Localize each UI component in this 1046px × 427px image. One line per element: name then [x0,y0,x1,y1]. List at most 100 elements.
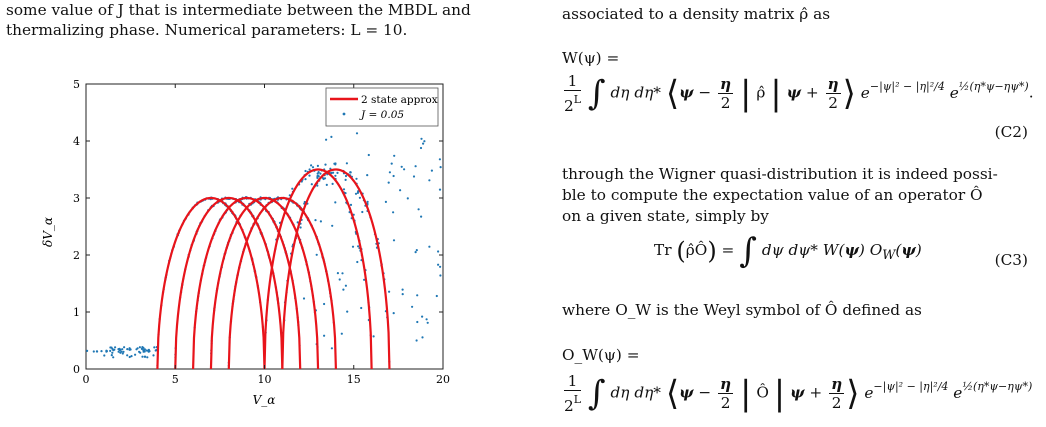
scatter-point [141,355,144,358]
scatter-point [387,181,390,184]
scatter-point [119,351,122,354]
scatter-point [92,350,95,353]
scatter-point [153,346,156,349]
eq-c3-tag: (C3) [994,251,1028,269]
scatter-point [319,220,322,223]
scatter-point [334,174,337,177]
scatter-point [296,221,299,224]
scatter-point [366,174,369,177]
scatter-point [439,166,442,169]
x-tick-label: 10 [258,373,272,386]
scatter-point [355,177,358,180]
scatter-point [316,176,319,179]
scatter-point [331,182,334,185]
scatter-point [96,350,99,353]
scatter-point [349,171,352,174]
y-tick-label: 3 [73,192,80,205]
scatter-point [86,349,89,352]
scatter-point [439,265,442,268]
scatter-point [325,138,328,141]
scatter-point [330,347,333,350]
scatter-point [366,200,369,203]
scatter-point [138,350,141,353]
scatter-point [356,191,359,194]
scatter-point [425,318,428,321]
scatter-point [142,346,145,349]
scatter-point [372,335,375,338]
scatter-point [323,334,326,337]
scatter-point [118,349,121,352]
scatter-point [311,166,315,169]
scatter-point [308,168,311,171]
scatter-point [316,164,319,167]
scatter-point [388,290,391,293]
scatter-point [110,354,113,357]
scatter-point [299,226,302,229]
scatter-point [100,350,103,353]
scatter-point [416,320,419,324]
plot-frame [85,83,444,370]
y-tick-label: 1 [73,306,80,319]
scatter-point [146,356,149,359]
scatter-point [420,215,423,218]
y-tick-label: 5 [73,78,80,91]
x-tick-label: 0 [83,373,90,386]
scatter-point [109,346,112,349]
scatter-point [423,140,426,143]
scatter-point [344,178,347,181]
scatter-point [291,187,294,190]
scatter-point [392,174,395,178]
scatter-point [437,250,440,253]
scatter-point [103,354,106,357]
scatter-point [400,165,403,168]
scatter-point [392,211,395,214]
scatter-point [341,272,344,275]
scatter-point [114,346,117,349]
scatter-point [437,263,440,266]
scatter-point [428,179,431,182]
scatter-point [324,163,327,166]
scatter-point [142,349,145,352]
axis-ticks: 0 5 10 15 20 0 1 2 3 4 5 [73,78,450,386]
scatter-point [304,178,307,181]
scatter-point [315,253,318,256]
scatter-point [138,346,141,349]
arc-curve [227,196,337,370]
scatter-point [310,183,313,186]
scatter-point [332,171,335,174]
scatter-point [316,172,319,175]
legend-box [325,87,439,127]
scatter-point [345,162,348,165]
scatter-point [344,192,347,195]
scatter-point [355,132,359,135]
scatter-point [422,142,425,145]
eq-c4-lhs: O_W(ψ) = [562,346,640,364]
scatter-point [356,260,359,264]
arc-curve [174,196,284,370]
scatter-point [112,356,115,359]
scatter-point [421,315,424,318]
scatter-point [342,288,345,291]
scatter-point [154,349,157,352]
scatter-point [121,348,124,351]
scatter-point [126,348,129,351]
scatter-point [143,355,146,358]
equation-c3: Tr (ρ̂Ô) = ∫ dψ dψ* W(ψ) OW(ψ) [654,231,922,271]
scatter-point [336,171,339,174]
scatter-point [414,165,417,168]
scatter-point [342,188,346,191]
scatter-point [333,162,336,165]
scatter-point [317,175,320,178]
scatter-point [406,197,409,200]
x-tick-label: 15 [347,373,361,386]
scatter-point [426,321,429,324]
scatter-point [392,312,395,315]
left-column: some value of J that is intermediate bet… [6,0,476,40]
scatter-point [336,272,339,275]
scatter-point [421,336,424,339]
scatter-point [416,294,419,297]
scatter-point [126,354,129,357]
scatter-point [109,349,112,352]
